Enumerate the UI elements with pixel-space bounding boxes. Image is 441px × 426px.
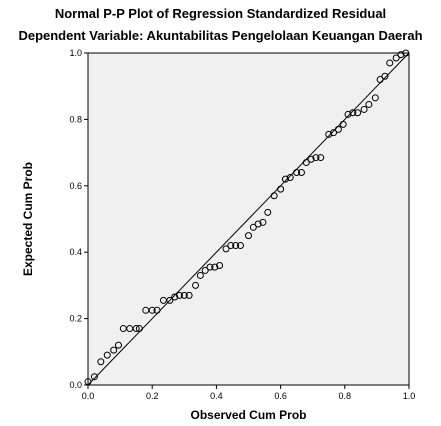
x-tick-label: 1.0 [403,391,416,401]
x-tick-label: 0.8 [339,391,352,401]
y-tick-label: 1.0 [69,48,82,58]
data-point [277,185,285,193]
data-point [376,76,384,84]
x-tick-label: 0.6 [274,391,287,401]
y-tick-label: 0.4 [69,247,82,257]
data-point [254,220,262,228]
data-point [236,242,244,250]
data-point [132,325,140,333]
data-point [293,169,301,177]
data-point [201,266,209,274]
data-point [365,100,373,108]
y-tick-label: 0.6 [69,181,82,191]
data-point [402,49,410,57]
data-point [264,208,272,216]
data-point [371,94,379,102]
data-point [192,281,200,289]
data-point [206,263,214,271]
data-point [339,120,347,128]
data-point [153,306,161,314]
data-point [114,341,122,349]
data-point [148,306,156,314]
data-point [392,54,400,62]
data-point [259,218,267,226]
data-point [84,378,92,386]
data-point [330,129,338,137]
x-tick-label: 0.2 [146,391,159,401]
y-tick-label: 0.8 [69,114,82,124]
data-point [196,271,204,279]
y-tick-label: 0.0 [69,380,82,390]
data-point [103,351,111,359]
data-point [297,169,305,177]
data-point [245,232,252,240]
data-point [386,59,394,67]
x-tick-label: 0.0 [82,391,95,401]
chart-title: Normal P-P Plot of Regression Standardiz… [54,6,387,21]
data-point [216,261,224,269]
data-point [232,242,240,250]
data-point [270,192,278,200]
data-point [222,245,230,253]
data-point [397,51,405,59]
y-tick-label: 0.2 [69,314,82,324]
data-point [381,72,389,80]
data-point [185,291,193,299]
data-point [312,154,320,162]
data-point [90,373,98,381]
data-point [249,223,257,231]
data-point [344,110,352,118]
data-point [334,125,342,133]
y-axis-label: Expected Cum Prob [21,162,35,276]
data-point [349,109,357,117]
data-point [360,105,368,113]
x-axis-label: Observed Cum Prob [190,408,306,422]
data-point [354,109,362,117]
reference-line [87,52,410,386]
data-point [135,325,143,333]
data-point [281,175,289,183]
data-point [317,154,325,162]
data-points [84,49,410,386]
chart-subtitle: Dependent Variable: Akuntabilitas Pengel… [18,28,423,43]
data-point [286,174,294,181]
data-point [166,296,174,304]
data-point [307,155,315,163]
data-point [175,291,183,299]
axis-ticks: 0.0 0.2 0.4 0.6 0.8 1.0 0.0 0.2 0.4 0.6 0.8 1.0 [69,48,415,401]
x-tick-label: 0.4 [210,391,223,401]
data-point [97,358,105,366]
data-point [180,291,188,299]
data-point [302,159,310,167]
data-point [211,263,219,271]
data-point [325,130,333,138]
data-point [110,346,118,354]
data-point [227,242,235,250]
data-point [171,293,179,301]
